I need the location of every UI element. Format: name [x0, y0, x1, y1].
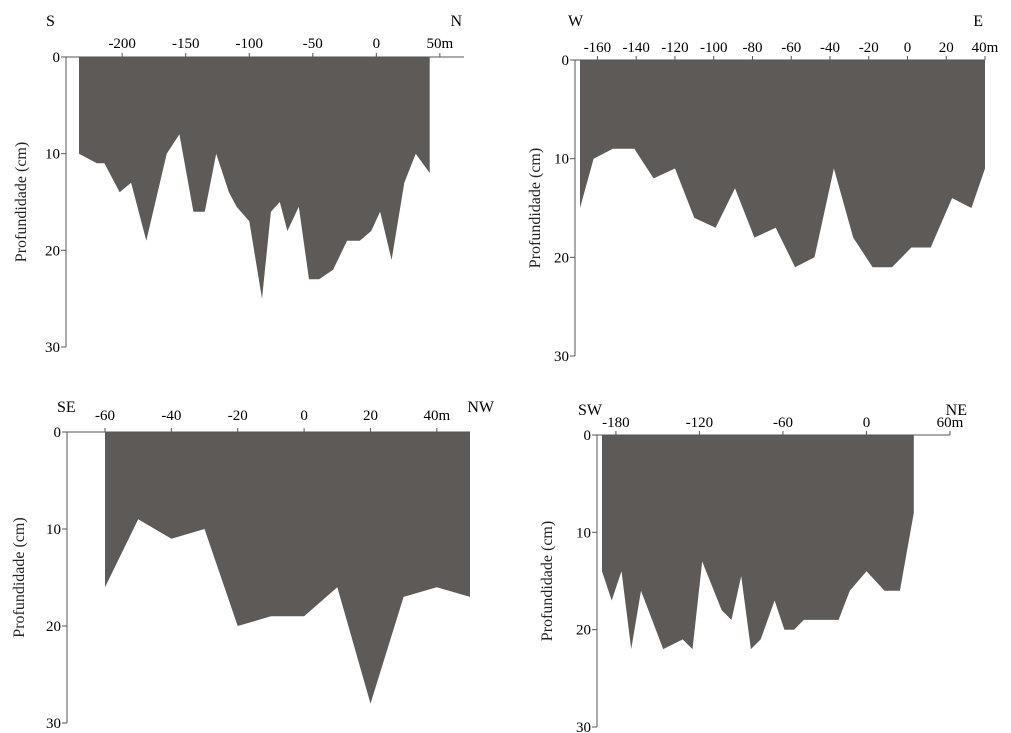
x-tick-label: 0 — [373, 36, 381, 52]
direction-left-label: W — [568, 13, 584, 30]
direction-right-label: N — [450, 13, 462, 30]
x-tick-label: -60 — [95, 408, 115, 424]
depth-area — [580, 60, 985, 268]
y-tick-label: 0 — [584, 428, 592, 444]
x-tick-label: -100 — [700, 40, 728, 56]
y-tick-label: 0 — [54, 425, 62, 441]
x-tick-label: -80 — [742, 40, 762, 56]
x-tick-label: -120 — [661, 40, 689, 56]
direction-left-label: SW — [578, 402, 603, 419]
x-tick-label: 0 — [904, 40, 912, 56]
y-tick-label: 0 — [53, 50, 61, 66]
x-tick-label: 40m — [423, 408, 450, 424]
direction-left-label: SE — [57, 399, 76, 416]
depth-profile-chart-2: 0 10 20 30 -160 -140 -120 -100 -80 -60 -40 -20 0 20 40… — [527, 13, 999, 365]
y-tick-label: 20 — [45, 243, 60, 259]
x-tick-label: 0 — [300, 408, 308, 424]
depth-profile-chart-1: 0 10 20 30 -200 -150 -100 -50 0 50m S N Profundidade… — [13, 13, 464, 356]
direction-right-label: NE — [946, 402, 967, 419]
x-tick-label: -150 — [172, 36, 200, 52]
y-tick-label: 30 — [576, 720, 591, 733]
x-tick-label: -40 — [820, 40, 840, 56]
depth-area — [105, 432, 470, 704]
x-tick-label: 20 — [363, 408, 378, 424]
x-tick-label: 20 — [939, 40, 954, 56]
x-tick-label: -20 — [228, 408, 248, 424]
x-tick-label: -140 — [622, 40, 650, 56]
y-axis-title: Profundidade (cm) — [11, 517, 28, 637]
depth-profile-chart-4: 0 10 20 30 -180 -120 -60 0 60m SW NE Profundidade (… — [539, 402, 967, 733]
y-axis-title: Profundidade (cm) — [527, 148, 544, 268]
x-tick-label: -20 — [859, 40, 879, 56]
y-axis-title: Profundidade (cm) — [13, 142, 30, 262]
x-tick-label: -120 — [686, 415, 714, 431]
y-tick-label: 30 — [46, 716, 61, 732]
x-tick-label: 50m — [427, 36, 454, 52]
x-tick-label: 40m — [972, 40, 999, 56]
direction-right-label: E — [973, 13, 983, 30]
y-tick-label: 0 — [562, 53, 570, 69]
y-tick-label: 30 — [45, 340, 60, 356]
y-tick-label: 10 — [46, 522, 61, 538]
x-tick-label: -160 — [584, 40, 612, 56]
x-tick-label: -60 — [773, 415, 793, 431]
x-tick-label: -50 — [303, 36, 323, 52]
direction-right-label: NW — [467, 399, 495, 416]
y-axis-title: Profundidade (cm) — [539, 521, 556, 641]
x-tick-label: 0 — [863, 415, 871, 431]
x-tick-label: -40 — [161, 408, 181, 424]
depth-area — [79, 57, 430, 299]
x-tick-label: -100 — [236, 36, 264, 52]
y-tick-label: 30 — [554, 349, 569, 365]
y-tick-label: 10 — [576, 525, 591, 541]
x-tick-label: -200 — [108, 36, 136, 52]
y-tick-label: 20 — [576, 623, 591, 639]
depth-profile-chart-3: 0 10 20 30 -60 -40 -20 0 20 40m SE NW Profundidade (… — [11, 399, 495, 732]
x-tick-label: -180 — [602, 415, 630, 431]
x-tick-label: 60m — [937, 415, 964, 431]
depth-area — [602, 435, 914, 650]
x-tick-label: -60 — [781, 40, 801, 56]
y-tick-label: 20 — [554, 250, 569, 266]
y-tick-label: 10 — [554, 152, 569, 168]
y-tick-label: 20 — [46, 619, 61, 635]
direction-left-label: S — [46, 13, 55, 30]
y-tick-label: 10 — [45, 147, 60, 163]
